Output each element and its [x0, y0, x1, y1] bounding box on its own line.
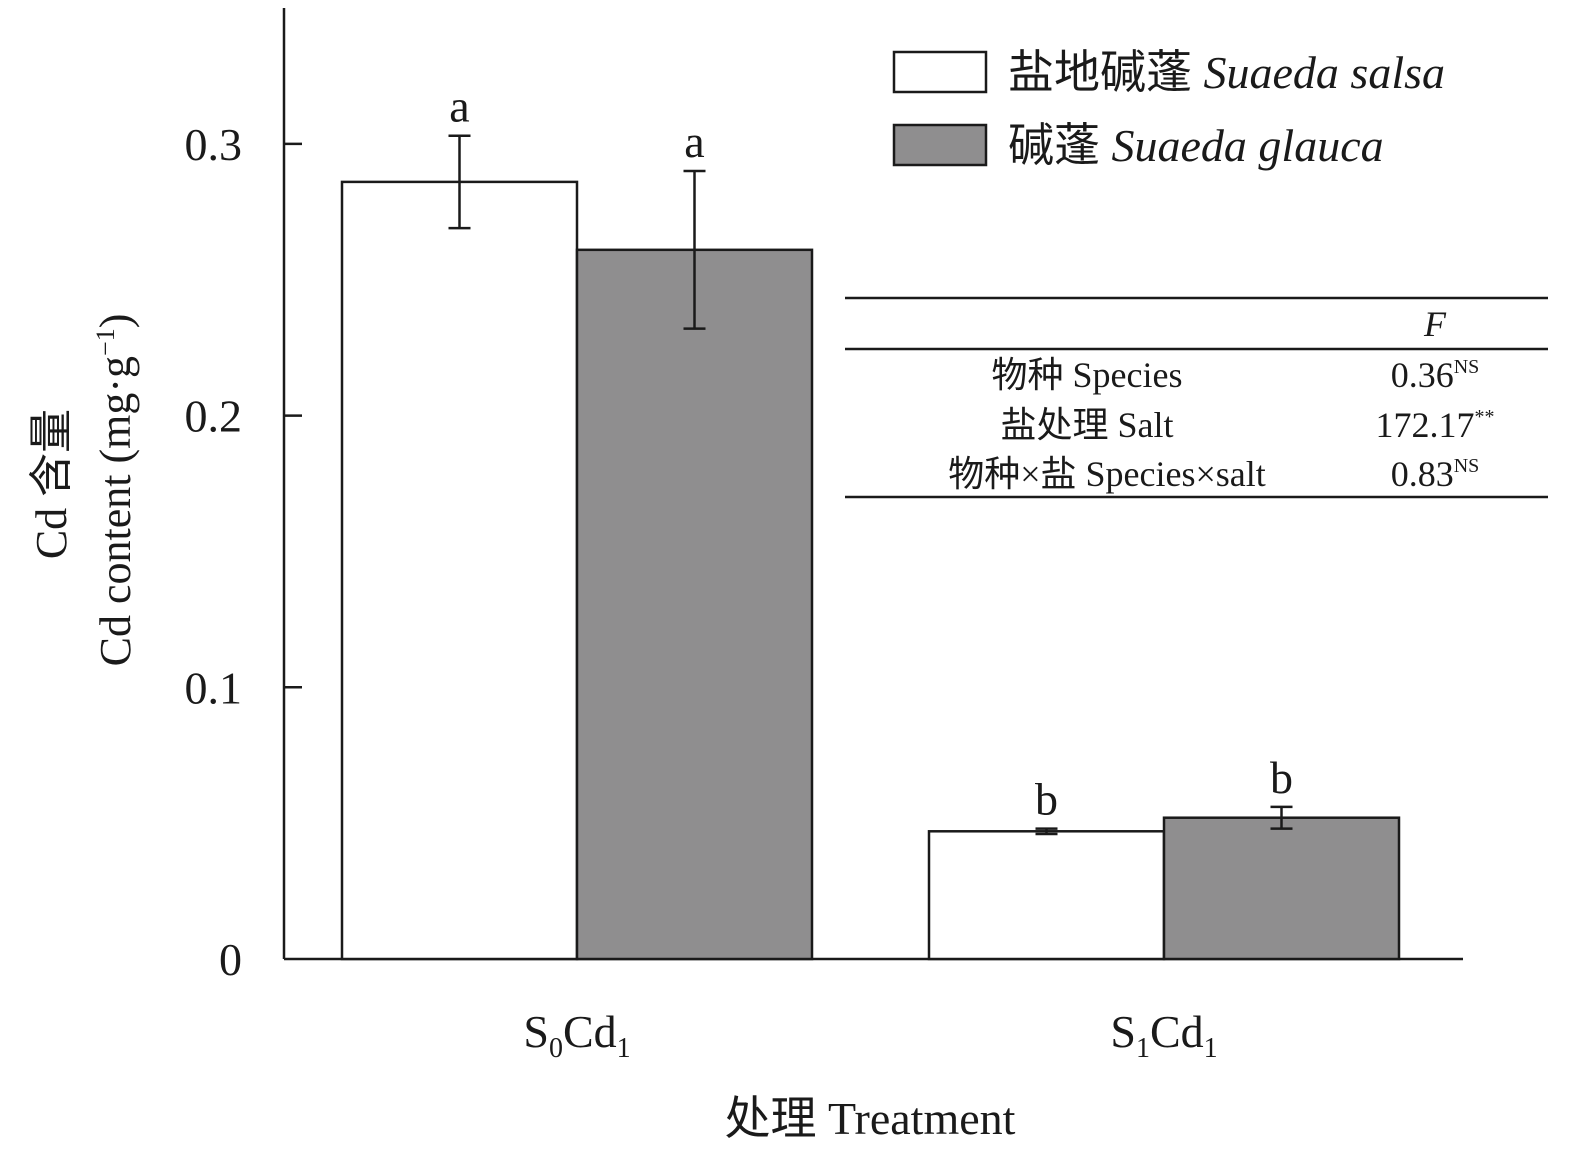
table-row-salt-label: 盐处理 Salt [1000, 405, 1173, 445]
x-tick-mid: Cd [563, 1006, 617, 1057]
significance-letter: b [1270, 752, 1293, 803]
x-tick-mid: Cd [1150, 1006, 1204, 1057]
x-tick-base: S [1110, 1006, 1136, 1057]
legend-space [1192, 47, 1204, 98]
x-tick-labels: S0Cd1 S1Cd1 [523, 1006, 1217, 1064]
x-axis-label: 处理 Treatment [725, 1093, 1016, 1144]
x-tick-sub: 1 [1136, 1033, 1150, 1064]
table-header-f: F [1423, 304, 1447, 344]
y-axis-label-sup: −1 [91, 328, 120, 356]
table-row-interaction-num: 0.83 [1391, 454, 1454, 494]
legend-label-salsa-cn: 盐地碱蓬 [1008, 47, 1192, 98]
y-tick-label: 0.1 [185, 662, 243, 713]
bar [1162, 816, 1401, 961]
y-axis-label-en-text: Cd content (mg·g [91, 356, 140, 666]
bar [575, 248, 814, 961]
significance-letter: b [1035, 774, 1058, 825]
y-axis-label-cn: Cd 含量 [27, 409, 76, 559]
table-row-interaction-label: 物种×盐 Species×salt [948, 454, 1266, 494]
bars: a a b b [340, 81, 1401, 961]
x-tick-label: S1Cd1 [1110, 1006, 1217, 1064]
bar [340, 180, 579, 961]
anova-table: F 物种 Species 0.36NS 盐处理 Salt 172.17** 物种… [845, 296, 1548, 499]
legend-swatch-glauca [892, 123, 988, 167]
y-ticks: 0 0.1 0.2 0.3 [185, 119, 302, 985]
legend-space [1100, 120, 1112, 171]
table-row-species-value: 0.36NS [1391, 355, 1480, 395]
table-row-salt-value: 172.17** [1376, 405, 1495, 445]
significance-letter: a [684, 116, 704, 167]
y-tick-label: 0.2 [185, 391, 243, 442]
y-tick-label: 0 [219, 934, 242, 985]
legend-label-salsa-en: Suaeda salsa [1204, 47, 1446, 98]
significance-letter: a [449, 81, 469, 132]
legend-label-glauca: 碱蓬 Suaeda glauca [1008, 120, 1384, 171]
x-tick-sub: 1 [617, 1033, 631, 1064]
table-row-salt-sig: ** [1475, 406, 1495, 428]
bar [927, 830, 1166, 961]
legend-label-glauca-cn: 碱蓬 [1008, 120, 1100, 171]
table-row-species-label: 物种 Species [992, 355, 1183, 395]
table-row-interaction-value: 0.83NS [1391, 454, 1480, 494]
legend: 盐地碱蓬 Suaeda salsa 碱蓬 Suaeda glauca [892, 47, 1445, 171]
x-tick-label: S0Cd1 [523, 1006, 630, 1064]
y-axis-label-en: Cd content (mg·g−1) [91, 314, 140, 667]
legend-label-glauca-en: Suaeda glauca [1112, 120, 1384, 171]
y-axis-label-close: ) [91, 314, 140, 329]
x-tick-base: S [523, 1006, 549, 1057]
x-tick-sub: 0 [549, 1033, 563, 1064]
table-row-species-num: 0.36 [1391, 355, 1454, 395]
legend-swatch-salsa [892, 50, 988, 94]
table-row-interaction-sig: NS [1454, 455, 1480, 477]
table-row-species-sig: NS [1454, 356, 1480, 378]
table-row-salt-num: 172.17 [1376, 405, 1475, 445]
y-tick-label: 0.3 [185, 119, 243, 170]
x-tick-sub: 1 [1204, 1033, 1218, 1064]
legend-label-salsa: 盐地碱蓬 Suaeda salsa [1008, 47, 1445, 98]
